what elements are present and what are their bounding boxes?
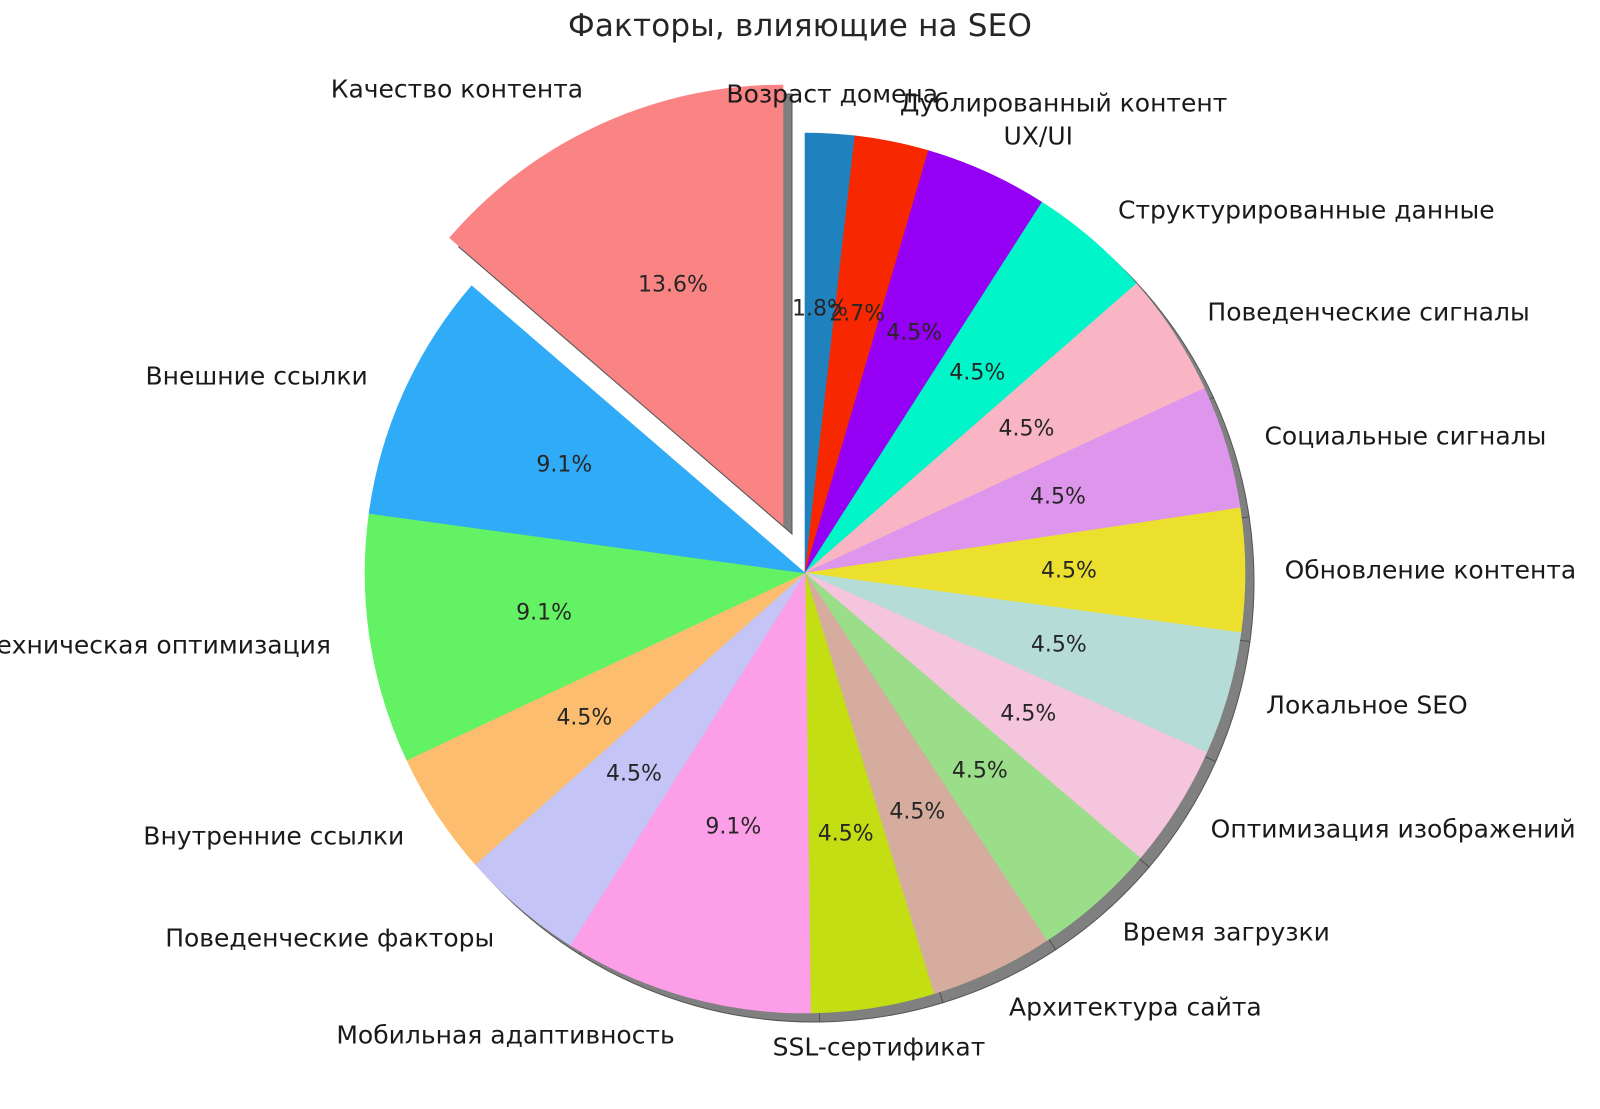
slice-category-label: Мобильная адаптивность [336, 1020, 675, 1050]
slice-category-label: Качество контента [330, 74, 584, 104]
page-title: Факторы, влияющие на SEO [567, 8, 1033, 44]
slice-category-label: Внутренние ссылки [143, 821, 405, 851]
slice-category-label: Оптимизация изображений [1210, 814, 1576, 844]
slice-percent-label: 9.1% [516, 600, 572, 626]
slice-percent-label: 4.5% [1000, 701, 1057, 727]
pie-slice[interactable] [569, 571, 811, 1014]
slice-category-label: Поведенческие факторы [165, 923, 495, 953]
slice-percent-label: 13.6% [638, 272, 708, 298]
slice-percent-label: 4.5% [1030, 632, 1087, 658]
slice-percent-label: 4.5% [1029, 484, 1086, 510]
slice-category-label: UX/UI [1003, 121, 1073, 151]
slice-category-label: Техническая оптимизация [0, 630, 331, 660]
slice-percent-label: 1.8% [792, 296, 848, 322]
slice-category-label: Локальное SEO [1266, 690, 1468, 720]
slice-category-label: Время загрузки [1122, 917, 1330, 947]
slice-category-label: Социальные сигналы [1264, 421, 1547, 450]
slice-percent-label: 4.5% [817, 821, 874, 847]
slice-percent-label: 4.5% [886, 320, 943, 346]
slice-category-label: Архитектура сайта [1008, 992, 1262, 1022]
pie-slice[interactable] [364, 513, 807, 761]
slice-category-label: Возраст домена [726, 79, 939, 109]
pie-slice[interactable] [368, 285, 806, 574]
slice-percent-label: 4.5% [889, 799, 946, 825]
slice-category-label: Поведенческие сигналы [1207, 297, 1530, 327]
slice-percent-label: 4.5% [949, 360, 1006, 386]
pie-wedge-layer[interactable] [364, 84, 1246, 1014]
slice-category-label: Структурированные данные [1118, 195, 1495, 225]
slice-percent-label: 9.1% [536, 452, 593, 477]
slice-percent-label: 2.7% [829, 301, 886, 327]
slice-category-label: Дублированный контент [899, 88, 1228, 118]
slice-category-label: SSL-сертификат [772, 1032, 986, 1062]
slice-percent-label: 4.5% [606, 761, 662, 787]
slice-percent-label: 4.5% [951, 758, 1008, 784]
slice-category-label: Внешние ссылки [145, 361, 368, 391]
slice-percent-label: 4.5% [998, 416, 1055, 442]
slice-category-label: Обновление контента [1284, 555, 1577, 585]
slice-percent-label: 4.5% [556, 705, 613, 731]
pie-slice[interactable] [449, 84, 784, 526]
slice-percent-label: 9.1% [705, 814, 762, 840]
slice-percent-label: 4.5% [1041, 558, 1097, 584]
